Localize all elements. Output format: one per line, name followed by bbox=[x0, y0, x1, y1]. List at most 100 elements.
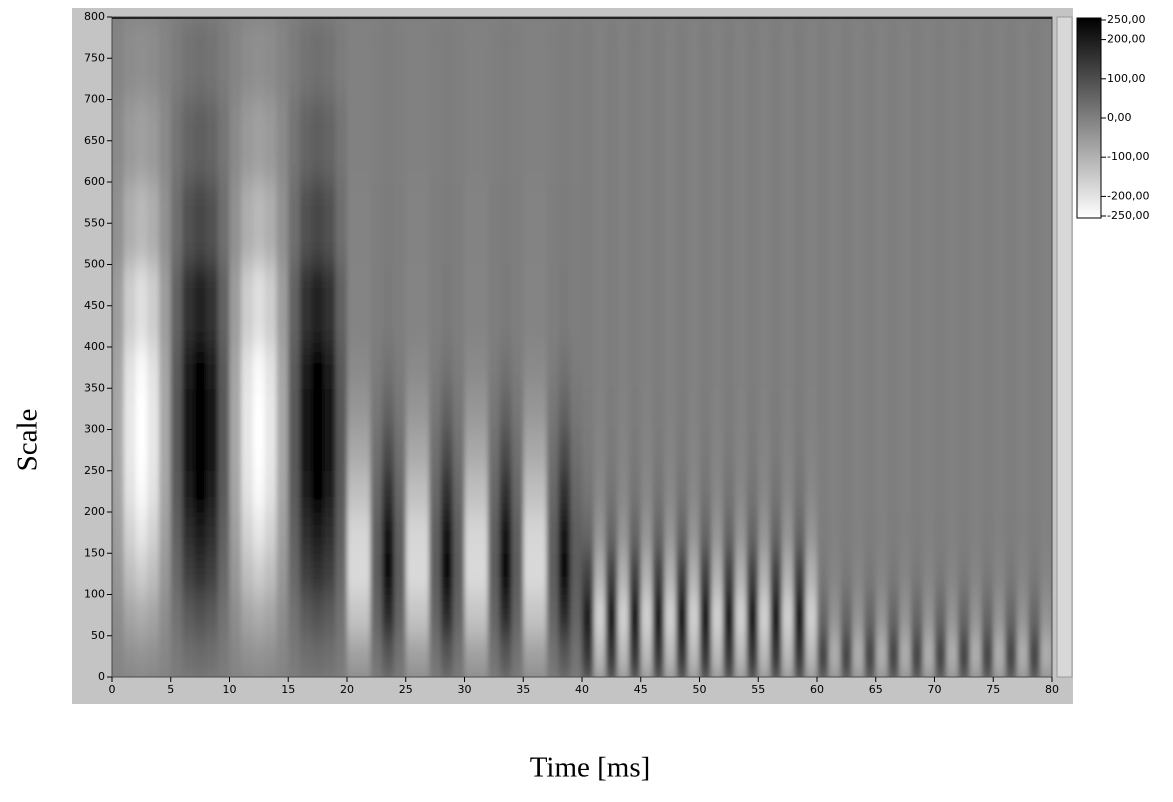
heatmap-cell bbox=[476, 388, 489, 430]
heatmap-cell bbox=[629, 182, 642, 265]
heatmap-cell bbox=[770, 99, 783, 183]
heatmap-cell bbox=[217, 99, 230, 183]
y-tick-label: 50 bbox=[91, 629, 105, 642]
heatmap-cell bbox=[499, 553, 512, 595]
heatmap-cell bbox=[699, 512, 712, 554]
heatmap-cell bbox=[382, 635, 395, 677]
heatmap-cell bbox=[206, 347, 219, 389]
heatmap-cell bbox=[382, 347, 395, 389]
heatmap-cell bbox=[546, 512, 559, 554]
heatmap-cell bbox=[593, 17, 606, 100]
heatmap-cell bbox=[194, 429, 207, 472]
heatmap-cell bbox=[593, 429, 606, 472]
heatmap-cell bbox=[828, 388, 841, 430]
heatmap-cell bbox=[781, 470, 794, 513]
heatmap-cell bbox=[864, 553, 877, 595]
heatmap-cell bbox=[723, 635, 736, 677]
heatmap-cell bbox=[311, 429, 324, 472]
heatmap-cell bbox=[382, 470, 395, 513]
heatmap-cell bbox=[922, 594, 935, 637]
heatmap-cell bbox=[746, 635, 759, 677]
heatmap-cell bbox=[605, 594, 618, 637]
heatmap-cell bbox=[112, 553, 125, 595]
heatmap-cell bbox=[911, 264, 924, 348]
heatmap-cell bbox=[347, 594, 360, 637]
heatmap-cell bbox=[417, 347, 430, 389]
heatmap-cell bbox=[206, 388, 219, 430]
heatmap-cell bbox=[793, 182, 806, 265]
heatmap-cell bbox=[640, 182, 653, 265]
heatmap-cell bbox=[135, 429, 148, 472]
color-scale-label: 0,00 bbox=[1107, 111, 1132, 124]
heatmap-cell bbox=[253, 553, 266, 595]
heatmap-cell bbox=[746, 17, 759, 100]
heatmap-cell bbox=[417, 182, 430, 265]
heatmap-cell bbox=[511, 594, 524, 637]
heatmap-cell bbox=[911, 635, 924, 677]
heatmap-cell bbox=[112, 17, 125, 100]
heatmap-cell bbox=[288, 553, 301, 595]
y-tick-label: 700 bbox=[84, 93, 105, 106]
heatmap-cell bbox=[123, 182, 136, 265]
heatmap-cell bbox=[852, 264, 865, 348]
heatmap-cell bbox=[1016, 470, 1029, 513]
heatmap-cell bbox=[347, 553, 360, 595]
heatmap-cell bbox=[499, 182, 512, 265]
heatmap-cell bbox=[1028, 264, 1041, 348]
heatmap-cell bbox=[523, 470, 536, 513]
heatmap-cell bbox=[1040, 594, 1052, 637]
heatmap-cell bbox=[1005, 17, 1018, 100]
heatmap-cell bbox=[781, 512, 794, 554]
heatmap-cell bbox=[652, 470, 665, 513]
heatmap-cell bbox=[370, 347, 383, 389]
heatmap-cell bbox=[699, 470, 712, 513]
heatmap-cell bbox=[793, 553, 806, 595]
heatmap-cell bbox=[429, 429, 442, 472]
x-tick-label: 0 bbox=[109, 683, 116, 696]
heatmap-cell bbox=[511, 553, 524, 595]
heatmap-cell bbox=[405, 470, 418, 513]
heatmap-cell bbox=[946, 388, 959, 430]
heatmap-cell bbox=[770, 553, 783, 595]
heatmap-cell bbox=[699, 17, 712, 100]
heatmap-cell bbox=[464, 470, 477, 513]
heatmap-cell bbox=[770, 264, 783, 348]
heatmap-cell bbox=[382, 264, 395, 348]
heatmap-cell bbox=[464, 512, 477, 554]
heatmap-cell bbox=[617, 99, 630, 183]
heatmap-cell bbox=[781, 594, 794, 637]
heatmap-cell bbox=[311, 635, 324, 677]
heatmap-cell bbox=[593, 264, 606, 348]
heatmap-cell bbox=[335, 429, 348, 472]
heatmap-cell bbox=[875, 594, 888, 637]
heatmap-cell bbox=[535, 512, 548, 554]
heatmap-cell bbox=[370, 470, 383, 513]
heatmap-cell bbox=[629, 17, 642, 100]
x-tick-label: 40 bbox=[575, 683, 589, 696]
heatmap-cell bbox=[699, 635, 712, 677]
heatmap-cell bbox=[217, 17, 230, 100]
heatmap-cell bbox=[840, 594, 853, 637]
heatmap-cell bbox=[582, 512, 595, 554]
heatmap-cell bbox=[441, 635, 454, 677]
heatmap-cell bbox=[699, 347, 712, 389]
y-tick-label: 550 bbox=[84, 216, 105, 229]
heatmap-cell bbox=[417, 17, 430, 100]
heatmap-cell bbox=[676, 470, 689, 513]
heatmap-cell bbox=[1040, 512, 1052, 554]
heatmap-cell bbox=[817, 182, 830, 265]
heatmap-cell bbox=[605, 429, 618, 472]
heatmap-cell bbox=[805, 512, 818, 554]
heatmap-cell bbox=[864, 594, 877, 637]
heatmap-cell bbox=[652, 17, 665, 100]
heatmap-cell bbox=[370, 388, 383, 430]
heatmap-cell bbox=[828, 594, 841, 637]
heatmap-cell bbox=[864, 429, 877, 472]
heatmap-cell bbox=[805, 264, 818, 348]
heatmap-cell bbox=[358, 99, 371, 183]
heatmap-cell bbox=[206, 429, 219, 472]
heatmap-cell bbox=[958, 17, 971, 100]
heatmap-cell bbox=[993, 99, 1006, 183]
heatmap-cell bbox=[1028, 388, 1041, 430]
heatmap-cell bbox=[429, 635, 442, 677]
